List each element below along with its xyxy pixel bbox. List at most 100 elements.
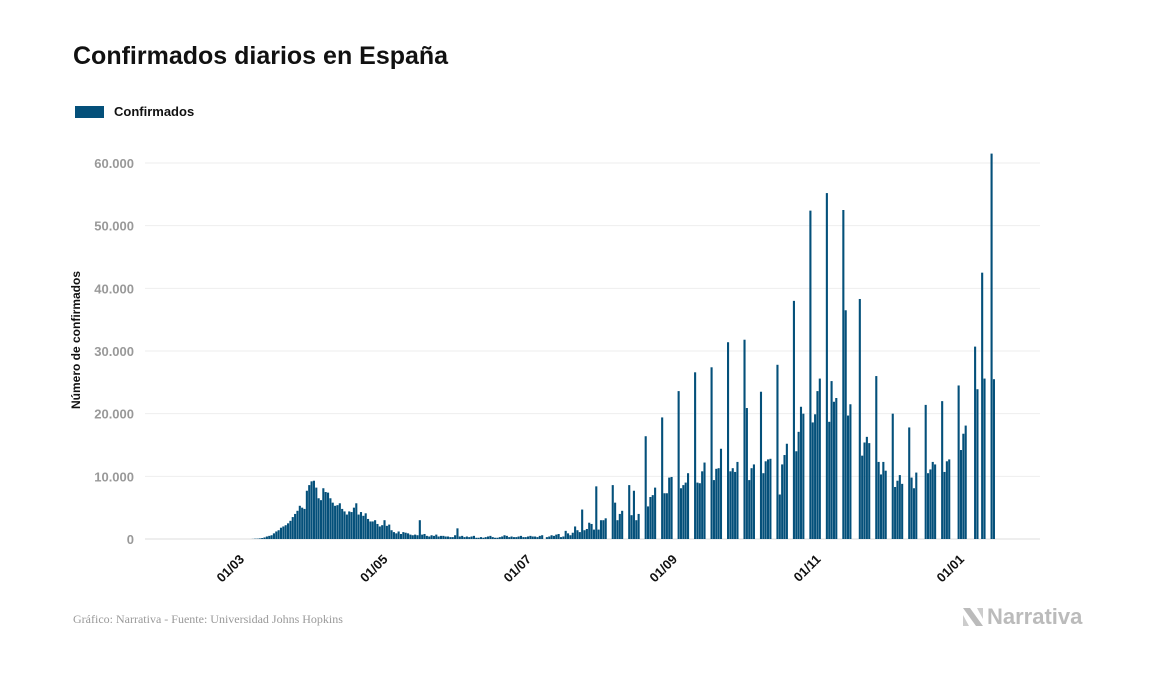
bar bbox=[303, 508, 306, 539]
bar bbox=[505, 535, 508, 539]
bar bbox=[484, 537, 487, 539]
bar bbox=[924, 404, 927, 539]
bar bbox=[712, 480, 715, 539]
bar bbox=[317, 498, 320, 539]
bar bbox=[816, 391, 819, 539]
bar bbox=[341, 508, 344, 539]
bar bbox=[825, 193, 828, 539]
y-tick-label: 20.000 bbox=[94, 407, 134, 422]
bar bbox=[649, 497, 652, 539]
chart-title: Confirmados diarios en España bbox=[73, 42, 449, 70]
bar bbox=[498, 537, 501, 539]
bar bbox=[350, 512, 353, 539]
bar bbox=[536, 537, 539, 539]
bar bbox=[310, 481, 313, 539]
bar bbox=[545, 537, 548, 539]
x-tick-label: 01/03 bbox=[214, 552, 248, 586]
bar bbox=[882, 461, 885, 539]
bar bbox=[799, 406, 803, 539]
bar bbox=[931, 461, 934, 539]
bar bbox=[550, 535, 553, 539]
bar bbox=[331, 502, 334, 539]
bar bbox=[884, 470, 887, 539]
bar bbox=[795, 451, 798, 539]
bar bbox=[414, 534, 417, 539]
bar bbox=[268, 535, 271, 539]
bar bbox=[729, 471, 732, 539]
bar bbox=[990, 153, 993, 539]
bar bbox=[750, 468, 753, 539]
bar bbox=[282, 526, 285, 539]
bar bbox=[602, 520, 605, 539]
bar bbox=[618, 513, 621, 539]
bar bbox=[842, 210, 845, 539]
source-note: Gráfico: Narrativa - Fuente: Universidad… bbox=[73, 612, 343, 626]
bar bbox=[811, 422, 814, 539]
bar bbox=[289, 520, 292, 539]
bar bbox=[489, 535, 492, 539]
bar bbox=[258, 538, 261, 539]
bar bbox=[595, 486, 598, 539]
bar bbox=[929, 469, 932, 539]
bar bbox=[934, 464, 937, 539]
bar bbox=[614, 502, 617, 539]
bar bbox=[830, 381, 833, 539]
bar bbox=[785, 443, 788, 539]
bar bbox=[611, 485, 614, 539]
bar bbox=[329, 498, 332, 539]
bar bbox=[562, 536, 565, 539]
bar bbox=[501, 536, 504, 539]
x-tick-label: 01/07 bbox=[501, 552, 535, 586]
bar bbox=[745, 408, 748, 539]
bar bbox=[814, 414, 817, 539]
x-tick-label: 01/09 bbox=[646, 552, 680, 586]
bar bbox=[359, 512, 363, 539]
bar bbox=[578, 532, 581, 539]
bar bbox=[294, 513, 297, 539]
bar bbox=[581, 509, 584, 539]
bar bbox=[879, 474, 883, 539]
bar bbox=[847, 415, 850, 539]
bar bbox=[456, 528, 459, 539]
bar bbox=[828, 421, 831, 539]
bar bbox=[901, 483, 904, 539]
bar bbox=[416, 535, 419, 539]
legend-swatch bbox=[75, 105, 104, 118]
bar bbox=[703, 462, 706, 539]
bar bbox=[604, 518, 607, 539]
bar bbox=[524, 537, 527, 539]
x-tick-label: 01/11 bbox=[790, 552, 823, 585]
bar bbox=[355, 503, 358, 539]
bar bbox=[736, 461, 739, 539]
bar bbox=[508, 537, 511, 539]
bar bbox=[778, 494, 781, 539]
bar bbox=[378, 526, 381, 539]
bar bbox=[336, 505, 339, 539]
bar bbox=[357, 514, 360, 539]
bar bbox=[458, 536, 461, 539]
bar bbox=[435, 534, 438, 539]
bar bbox=[908, 427, 911, 539]
bar bbox=[710, 367, 713, 539]
bar bbox=[284, 525, 287, 539]
bar bbox=[479, 537, 483, 539]
bar bbox=[279, 527, 283, 539]
bar bbox=[583, 530, 586, 539]
bar bbox=[430, 535, 433, 539]
bar bbox=[585, 528, 588, 539]
bar bbox=[564, 530, 567, 539]
bar bbox=[687, 473, 690, 539]
bar bbox=[976, 389, 979, 539]
bar bbox=[548, 536, 551, 539]
bar bbox=[574, 526, 577, 539]
bar bbox=[552, 535, 555, 539]
bar bbox=[734, 471, 737, 539]
bar bbox=[597, 529, 600, 539]
bar bbox=[588, 522, 591, 539]
bar bbox=[964, 425, 967, 539]
bar bbox=[698, 483, 701, 539]
bar bbox=[715, 468, 718, 539]
bar bbox=[637, 513, 640, 539]
bar bbox=[418, 520, 421, 539]
bar bbox=[567, 533, 570, 539]
